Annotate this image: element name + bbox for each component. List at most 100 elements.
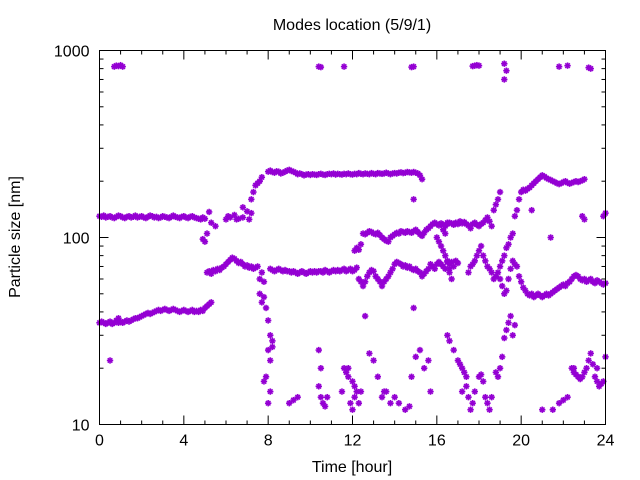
y-tick-label-10: 10 xyxy=(72,418,90,435)
data-point xyxy=(458,388,466,395)
data-point xyxy=(370,357,377,364)
data-point xyxy=(480,252,487,259)
data-point xyxy=(467,406,474,413)
data-point xyxy=(488,269,495,276)
data-point xyxy=(212,222,219,230)
data-point xyxy=(555,399,563,407)
data-point xyxy=(262,304,270,312)
data-point xyxy=(581,216,588,223)
data-point xyxy=(357,241,365,248)
x-tick-label-8: 8 xyxy=(264,433,273,450)
x-axis-ticks: 0 4 8 12 16 20 24 xyxy=(95,50,615,450)
data-point xyxy=(486,406,493,413)
data-point xyxy=(258,299,266,306)
data-point xyxy=(539,406,546,413)
data-point xyxy=(454,259,462,267)
data-point xyxy=(345,373,352,380)
data-points xyxy=(96,60,609,413)
x-tick-label-12: 12 xyxy=(344,433,362,450)
data-point xyxy=(439,247,447,254)
data-point xyxy=(509,230,516,237)
data-point xyxy=(264,399,272,407)
data-point xyxy=(324,393,331,401)
data-point xyxy=(486,218,493,225)
data-point xyxy=(498,257,506,265)
data-point xyxy=(494,269,502,276)
data-point xyxy=(492,201,500,208)
data-point xyxy=(315,346,322,354)
data-point xyxy=(345,365,352,372)
data-point xyxy=(503,326,510,334)
data-point xyxy=(570,365,578,372)
data-point xyxy=(420,365,428,372)
data-point xyxy=(496,263,504,270)
data-point xyxy=(480,378,487,385)
data-point xyxy=(465,393,472,401)
data-point xyxy=(286,399,293,407)
data-point xyxy=(239,204,247,211)
data-point xyxy=(294,393,301,401)
data-point xyxy=(471,257,478,265)
data-point xyxy=(503,287,510,294)
data-point xyxy=(505,319,512,326)
data-point xyxy=(256,275,263,283)
data-point xyxy=(482,393,489,401)
data-point xyxy=(267,357,274,364)
data-point xyxy=(496,365,504,372)
data-point xyxy=(513,263,521,270)
data-point xyxy=(317,63,325,71)
data-point xyxy=(564,393,571,401)
data-point xyxy=(383,388,390,395)
data-point xyxy=(410,196,417,203)
data-point xyxy=(581,176,588,183)
data-point xyxy=(560,396,567,404)
y-axis-ticks: 10 100 1000 xyxy=(54,44,606,435)
data-point xyxy=(583,365,590,372)
data-point xyxy=(315,383,322,390)
data-point xyxy=(463,373,470,380)
data-point xyxy=(448,275,455,283)
data-point xyxy=(357,388,365,395)
data-point xyxy=(505,241,512,248)
data-point xyxy=(395,399,403,407)
data-point xyxy=(501,334,508,342)
data-point xyxy=(290,396,297,404)
data-point xyxy=(442,230,449,237)
data-point xyxy=(469,399,476,407)
data-point xyxy=(494,196,502,203)
data-point xyxy=(511,321,519,329)
data-point xyxy=(503,244,510,252)
data-point xyxy=(482,257,489,265)
data-point xyxy=(250,188,257,196)
data-point xyxy=(361,278,369,285)
data-point xyxy=(366,350,373,357)
data-point xyxy=(593,365,601,372)
data-point xyxy=(378,393,386,401)
y-tick-label-100: 100 xyxy=(63,231,90,248)
data-point xyxy=(427,388,434,395)
data-point xyxy=(496,275,504,283)
data-point xyxy=(585,357,592,364)
data-point xyxy=(374,373,381,380)
data-point xyxy=(408,373,415,380)
y-tick-label-1000: 1000 xyxy=(54,44,90,61)
data-point xyxy=(410,304,417,312)
data-point xyxy=(600,378,607,385)
data-point xyxy=(239,214,247,221)
data-point xyxy=(517,278,525,285)
data-point xyxy=(353,264,360,271)
data-point xyxy=(391,393,398,401)
data-point xyxy=(340,63,348,70)
data-point xyxy=(444,219,451,226)
data-point xyxy=(317,393,325,401)
data-point xyxy=(477,242,485,250)
data-point xyxy=(442,252,449,259)
y-axis-label: Particle size [nm] xyxy=(7,176,24,298)
data-point xyxy=(387,399,394,407)
data-point xyxy=(227,214,234,221)
data-point xyxy=(501,76,508,83)
data-point xyxy=(267,332,274,339)
data-point xyxy=(245,216,253,223)
data-point xyxy=(444,257,451,265)
data-point xyxy=(488,222,495,230)
